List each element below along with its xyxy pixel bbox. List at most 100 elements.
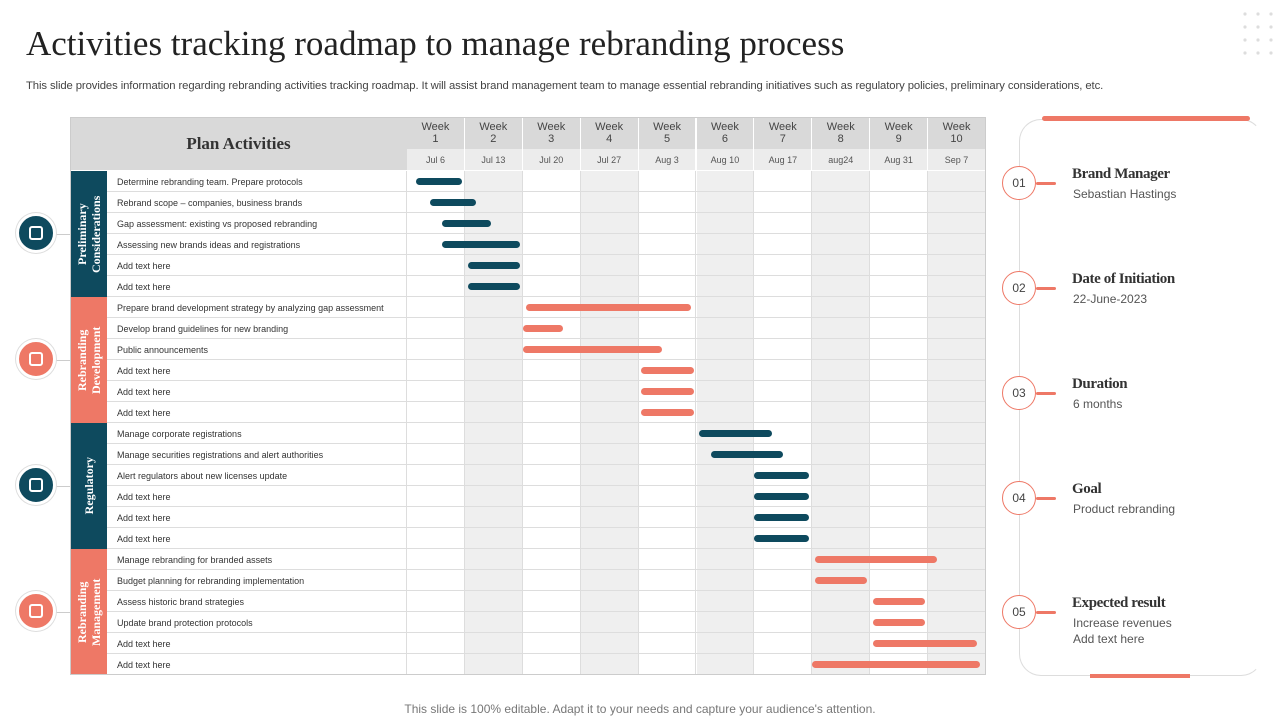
details-frame <box>1019 119 1263 676</box>
week-date: Jul 13 <box>464 149 523 170</box>
week-column <box>696 171 755 675</box>
task-label: Budget planning for rebranding implement… <box>107 570 407 591</box>
week-date: Jul 27 <box>580 149 639 170</box>
week-date: Jul 6 <box>407 149 465 170</box>
task-label: Alert regulators about new licenses upda… <box>107 465 407 486</box>
task-bar <box>467 283 520 290</box>
connector <box>1036 181 1056 185</box>
title: Activities tracking roadmap to manage re… <box>26 24 845 63</box>
row-line <box>107 233 986 234</box>
task-bar <box>467 262 520 269</box>
task-label: Prepare brand development strategy by an… <box>107 297 407 318</box>
icon-glyph <box>29 478 43 492</box>
week-label: Week 6 <box>696 117 755 149</box>
task-label: Add text here <box>107 360 407 381</box>
task-bar <box>525 304 691 311</box>
task-bar <box>710 451 784 458</box>
row-line <box>107 443 986 444</box>
task-bar <box>815 577 868 584</box>
group-label: Preliminary Considerations <box>70 171 107 297</box>
row-line <box>107 380 986 381</box>
detail-text: Add text here <box>1073 632 1145 646</box>
week-column <box>754 171 813 675</box>
connector <box>1036 496 1056 500</box>
task-bar <box>441 220 491 227</box>
week-column <box>580 171 639 675</box>
week-date: Aug 31 <box>870 149 929 170</box>
task-label: Add text here <box>107 528 407 549</box>
week-column <box>464 171 523 675</box>
detail-text: 6 months <box>1073 397 1123 411</box>
detail-title: Duration <box>1072 376 1128 392</box>
week-date: Aug 17 <box>754 149 813 170</box>
row-line <box>107 527 986 528</box>
icon-glyph <box>29 604 43 618</box>
step-number: 01 <box>1002 166 1036 200</box>
task-label: Gap assessment: existing vs proposed reb… <box>107 213 407 234</box>
group-icon <box>16 213 56 253</box>
task-label: Add text here <box>107 654 407 675</box>
task-label: Manage rebranding for branded assets <box>107 549 407 570</box>
detail-title: Expected result <box>1072 595 1166 611</box>
week-label: Week 5 <box>638 117 697 149</box>
row-line <box>107 485 986 486</box>
dot-pattern <box>1243 12 1273 55</box>
table-frame <box>70 117 986 675</box>
row-line <box>107 611 986 612</box>
task-label: Add text here <box>107 255 407 276</box>
task-label: Determine rebranding team. Prepare proto… <box>107 171 407 192</box>
icon-glyph <box>29 226 43 240</box>
task-label: Manage securities registrations and aler… <box>107 444 407 465</box>
task-bar <box>699 430 772 437</box>
detail-text: Sebastian Hastings <box>1073 187 1177 201</box>
footer: This slide is 100% editable. Adapt it to… <box>404 702 876 716</box>
row-line <box>107 632 986 633</box>
row-line <box>107 422 986 423</box>
subtitle: This slide provides information regardin… <box>26 80 1104 92</box>
task-bar <box>873 598 926 605</box>
task-bar <box>641 367 694 374</box>
row-line <box>107 569 986 570</box>
group-label: Regulatory <box>70 423 107 549</box>
detail-text: Increase revenues <box>1073 616 1172 630</box>
week-label: Week 2 <box>464 117 523 149</box>
week-label: Week 7 <box>754 117 813 149</box>
task-label: Assessing new brands ideas and registrat… <box>107 234 407 255</box>
week-column <box>407 171 465 675</box>
row-line <box>107 359 986 360</box>
task-label: Assess historic brand strategies <box>107 591 407 612</box>
task-label: Add text here <box>107 402 407 423</box>
task-bar <box>815 556 937 563</box>
group-label: Rebranding Development <box>70 297 107 423</box>
task-label: Develop brand guidelines for new brandin… <box>107 318 407 339</box>
week-column <box>870 171 929 675</box>
accent-bar <box>1042 116 1250 121</box>
row-line <box>107 275 986 276</box>
task-bar <box>754 493 810 500</box>
group-label: Rebranding Management <box>70 549 107 675</box>
task-label: Add text here <box>107 486 407 507</box>
task-label: Rebrand scope – companies, business bran… <box>107 192 407 213</box>
row-line <box>107 212 986 213</box>
task-bar <box>522 325 564 332</box>
row-line <box>107 590 986 591</box>
week-date: Aug 10 <box>696 149 755 170</box>
row-line <box>107 317 986 318</box>
row-line <box>107 191 986 192</box>
group-icon <box>16 591 56 631</box>
week-label: Week 1 <box>407 117 465 149</box>
group-icon <box>16 339 56 379</box>
step-number: 04 <box>1002 481 1036 515</box>
task-label: Public announcements <box>107 339 407 360</box>
week-label: Week 4 <box>580 117 639 149</box>
row-line <box>107 338 986 339</box>
week-column <box>638 171 697 675</box>
week-date: aug24 <box>812 149 871 170</box>
row-line <box>107 464 986 465</box>
week-label: Week 10 <box>928 117 986 149</box>
week-column <box>928 171 986 675</box>
task-bar <box>873 619 926 626</box>
week-column <box>812 171 871 675</box>
icon-glyph <box>29 352 43 366</box>
